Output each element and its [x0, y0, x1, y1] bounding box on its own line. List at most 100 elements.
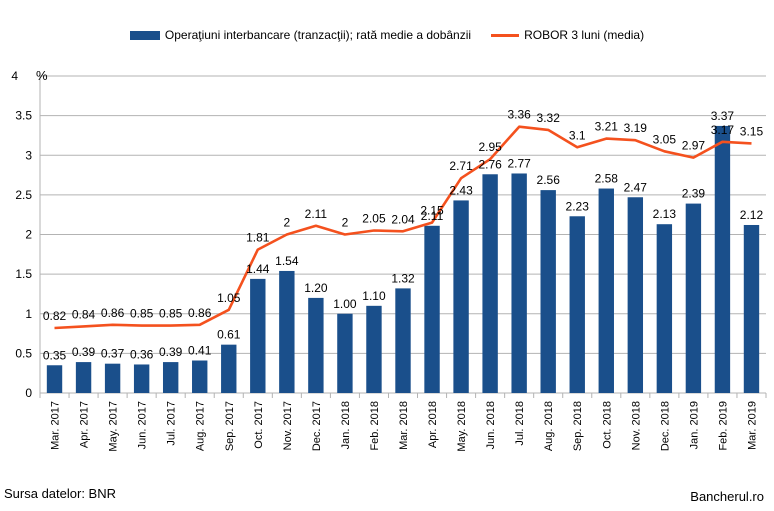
x-tick-label: Jul. 2018 — [514, 401, 526, 446]
bar — [366, 305, 382, 393]
bar — [308, 297, 324, 393]
bar-value-label: 0.39 — [159, 345, 183, 359]
bar-value-label: 0.61 — [217, 328, 241, 342]
x-tick-label: Nov. 2018 — [630, 401, 642, 450]
x-tick-label: Apr. 2017 — [79, 401, 91, 448]
legend-item-line: ROBOR 3 luni (media) — [491, 28, 644, 42]
x-tick-label: Oct. 2018 — [601, 401, 613, 449]
legend-label-bars: Operaţiuni interbancare (tranzacţii); ra… — [164, 28, 472, 42]
bar-value-label: 2.56 — [537, 173, 561, 187]
line-value-label: 0.82 — [43, 309, 67, 323]
y-tick-label: 0.5 — [15, 346, 32, 360]
bar — [395, 288, 411, 393]
x-tick-label: Jan. 2019 — [688, 401, 700, 449]
line-value-label: 0.86 — [188, 306, 212, 320]
x-tick-label: Feb. 2019 — [717, 401, 729, 451]
x-tick-label: Mar. 2019 — [746, 401, 758, 450]
bar-value-label: 2.43 — [449, 183, 473, 197]
legend-swatch-line — [491, 33, 520, 37]
bar — [685, 203, 702, 393]
line-value-label: 3.1 — [569, 128, 586, 142]
bar-value-label: 0.35 — [43, 348, 67, 362]
bar-value-label: 2.13 — [653, 207, 677, 221]
robor-line — [54, 125, 752, 330]
line-value-label: 0.86 — [101, 306, 125, 320]
line-value-label: 1.05 — [217, 291, 241, 305]
x-tick-label: May. 2018 — [456, 401, 468, 452]
line-value-label: 3.05 — [653, 132, 677, 146]
bar-value-label: 0.39 — [72, 345, 96, 359]
x-tick-label: Dec. 2017 — [311, 401, 323, 451]
line-value-label: 3.19 — [624, 121, 648, 135]
x-tick-label: Sep. 2018 — [572, 401, 584, 451]
line-value-label: 2.15 — [420, 204, 444, 218]
bar — [424, 225, 440, 393]
bar-value-label: 2.11 — [421, 209, 444, 223]
bar-value-label: 2.58 — [595, 172, 619, 186]
legend-swatch-bars — [129, 30, 160, 40]
bar-value-label: 2.12 — [740, 208, 764, 222]
line-value-label: 3.15 — [740, 124, 764, 138]
y-axis-unit: % — [36, 68, 48, 83]
x-tick-label: Dec. 2018 — [659, 401, 671, 451]
bar — [714, 125, 731, 394]
bar-value-label: 2.39 — [682, 187, 706, 201]
line-value-label: 2.11 — [305, 207, 328, 221]
bar-value-label: 1.54 — [275, 254, 299, 268]
bar — [250, 278, 266, 393]
line-value-label: 0.85 — [130, 307, 154, 321]
bar — [221, 344, 237, 393]
x-tick-label: Jan. 2018 — [340, 401, 352, 449]
bar-value-label: 2.76 — [478, 157, 502, 171]
legend: Operaţiuni interbancare (tranzacţii); ra… — [0, 28, 774, 42]
bar-value-label: 1.20 — [304, 281, 328, 295]
bar-value-label: 0.36 — [130, 347, 154, 361]
x-tick-label: Apr. 2018 — [427, 401, 439, 448]
bar-value-label: 1.00 — [333, 297, 357, 311]
bar — [627, 197, 644, 393]
line-value-label: 2 — [283, 216, 290, 230]
x-tick-label: Aug. 2017 — [195, 401, 207, 451]
line-value-label: 2.04 — [391, 212, 415, 226]
bar-value-label: 0.37 — [101, 347, 125, 361]
y-tick-label: 2.5 — [15, 188, 32, 202]
bar-value-label: 1.10 — [362, 289, 386, 303]
line-value-label: 3.32 — [537, 111, 561, 125]
x-tick-label: Mar. 2018 — [398, 401, 410, 450]
bar-value-label: 2.23 — [566, 199, 590, 213]
line-value-label: 3.17 — [711, 123, 735, 137]
line-value-label: 3.21 — [595, 120, 619, 134]
x-tick-label: May. 2017 — [108, 401, 120, 452]
bar-value-label: 1.44 — [246, 262, 270, 276]
line-value-label: 2.05 — [362, 212, 386, 226]
bar — [133, 364, 150, 393]
line-value-label: 1.81 — [246, 231, 270, 245]
legend-label-line: ROBOR 3 luni (media) — [524, 28, 645, 42]
bar — [75, 362, 92, 393]
line-value-label: 2.95 — [478, 140, 502, 154]
y-tick-label: 1 — [25, 307, 32, 321]
y-tick-label: 4 — [11, 69, 18, 83]
bar — [453, 200, 469, 393]
bar — [104, 363, 121, 393]
x-tick-label: Mar. 2017 — [50, 401, 62, 450]
bar — [162, 362, 179, 393]
bar — [598, 188, 614, 393]
y-tick-label: 3.5 — [15, 109, 32, 123]
bar — [279, 270, 295, 393]
y-tick-label: 0 — [25, 386, 32, 400]
line-value-label: 2 — [342, 216, 349, 230]
bar-value-label: 1.32 — [391, 271, 415, 285]
bar — [743, 224, 760, 393]
bar-value-label: 3.37 — [711, 109, 735, 123]
bar — [192, 360, 208, 393]
y-tick-label: 1.5 — [15, 267, 32, 281]
y-tick-label: 2 — [25, 228, 32, 242]
line-value-label: 2.71 — [449, 159, 473, 173]
legend-item-bars: Operaţiuni interbancare (tranzacţii); ra… — [129, 28, 472, 42]
bar-value-label: 0.41 — [188, 344, 212, 358]
line-value-label: 2.97 — [682, 139, 706, 153]
line-value-label: 0.84 — [72, 307, 96, 321]
bar-value-label: 2.77 — [507, 156, 531, 170]
bar-value-label: 2.47 — [624, 180, 648, 194]
